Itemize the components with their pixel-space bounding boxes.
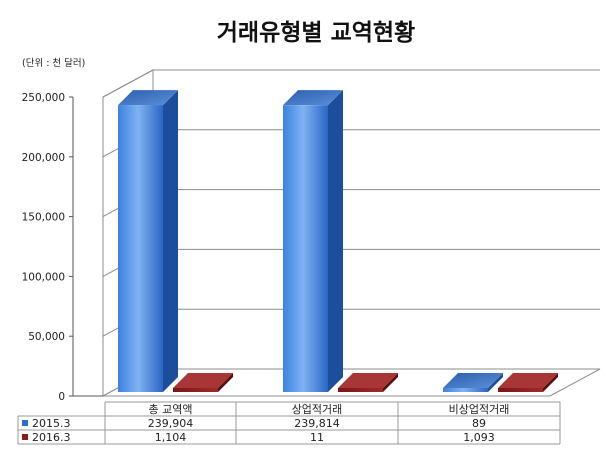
bar-2015-0-side xyxy=(163,90,178,392)
legend-label: 2016.3 xyxy=(32,431,71,444)
bar-2016-0-side xyxy=(218,373,233,392)
y-tick-label: 0 xyxy=(58,391,65,403)
bar-2015-2-top xyxy=(443,373,503,388)
bar-2015-1-top xyxy=(283,90,343,106)
axes: 0 50,000 100,000 150,000 200,000 250,000 xyxy=(22,92,103,403)
data-label: 89 xyxy=(472,417,486,430)
bars xyxy=(118,90,558,392)
data-label: 1,104 xyxy=(155,431,187,444)
bar-2016-0-top xyxy=(173,373,233,388)
data-label: 239,814 xyxy=(294,417,340,430)
bar-2016-2 xyxy=(498,373,558,392)
bar-2015-2-side xyxy=(488,373,503,392)
bar-2016-1-side xyxy=(383,373,398,392)
bar-2016-1-front xyxy=(338,388,383,392)
bar-2016-2-front xyxy=(498,388,543,392)
bar-2015-0 xyxy=(118,90,178,392)
legend-label: 2015.3 xyxy=(32,417,71,430)
bar-2016-2-side xyxy=(543,373,558,392)
bar-2016-0 xyxy=(173,373,233,392)
bar-2015-0-top xyxy=(118,90,178,106)
bar-2016-2-top xyxy=(498,373,558,388)
data-label: 239,904 xyxy=(148,417,194,430)
bar-2016-0-front xyxy=(173,388,218,392)
y-tick-label: 50,000 xyxy=(28,331,65,343)
bar-2016-1 xyxy=(338,373,398,392)
bar-2016-1-top xyxy=(338,373,398,388)
category-label: 비상업적거래 xyxy=(449,403,510,416)
data-label: 1,093 xyxy=(463,431,495,444)
category-label: 상업적거래 xyxy=(292,403,343,416)
y-tick-label: 250,000 xyxy=(22,92,65,104)
bar-2015-1 xyxy=(283,90,343,392)
gridline-diagonal xyxy=(102,69,154,98)
y-tick-label: 100,000 xyxy=(22,271,65,283)
chart-title: 거래유형별 교역현황 xyxy=(217,20,415,46)
bar-2015-1-front xyxy=(283,105,328,392)
y-tick-label: 150,000 xyxy=(22,212,65,224)
category-label: 총 교역액 xyxy=(149,403,193,416)
bar-2015-2-front xyxy=(443,388,488,392)
unit-label: (단위 : 천 달러) xyxy=(22,57,85,69)
bar-2015-0-front xyxy=(118,105,163,392)
legend-swatch xyxy=(22,420,28,426)
legend-swatch xyxy=(22,434,28,440)
y-tick-label: 200,000 xyxy=(22,152,65,164)
data-label: 11 xyxy=(310,431,324,444)
bar-2015-2 xyxy=(443,373,503,392)
bar-2015-1-side xyxy=(328,90,343,392)
